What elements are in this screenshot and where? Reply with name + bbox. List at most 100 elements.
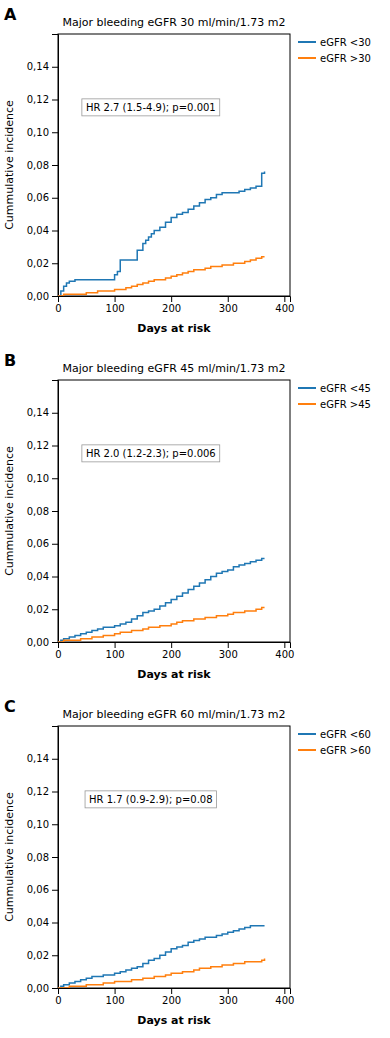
series-line [58, 608, 265, 642]
x-tick: 400 [275, 296, 294, 314]
plot-area: 01002003004000,000,020,040,060,080,100,1… [3, 34, 371, 335]
y-tick: 0,04 [27, 571, 58, 582]
y-axis-title: Cummulative incidence [3, 792, 16, 922]
y-tick: 0,08 [27, 506, 58, 517]
legend-item: eGFR >30 [298, 53, 371, 64]
y-tick: 0,00 [27, 983, 58, 994]
y-tick-mark [52, 413, 58, 414]
x-tick-mark [171, 988, 172, 994]
y-tick-mark [52, 165, 58, 166]
y-tick-label: 0,10 [27, 473, 49, 484]
legend-label: eGFR >45 [320, 399, 371, 410]
y-tick-mark [52, 609, 58, 610]
x-axis-line [59, 643, 291, 649]
y-axis: 0,00 0,02 0,04 0,06 0,08 0,10 0,12 0,14 [27, 381, 59, 648]
y-tick-label: 0,00 [27, 983, 49, 994]
series-line [58, 172, 265, 296]
y-tick-mark [52, 100, 58, 101]
y-tick-label: 0,04 [27, 225, 49, 236]
y-tick-label: 0,10 [27, 127, 49, 138]
x-axis-line [59, 297, 291, 303]
series-line [58, 558, 265, 642]
legend-item: eGFR >45 [298, 399, 371, 410]
legend-item: eGFR >60 [298, 745, 371, 756]
x-tick-label: 200 [162, 303, 181, 314]
legend: eGFR <45 eGFR >45 [298, 383, 371, 410]
y-axis-title: Cummulative incidence [3, 100, 16, 230]
y-tick-mark [52, 577, 58, 578]
y-tick: 0,06 [27, 538, 58, 549]
panel: 01002003004000,000,020,040,060,080,100,1… [3, 5, 371, 335]
x-tick: 100 [106, 296, 125, 314]
y-tick-mark [52, 642, 58, 643]
x-axis: 0100200300400 [55, 988, 294, 1006]
x-tick: 300 [219, 642, 238, 660]
y-tick-mark [52, 759, 58, 760]
y-tick: 0,08 [27, 160, 58, 171]
y-tick: 0,04 [27, 225, 58, 236]
x-tick-label: 100 [106, 649, 125, 660]
x-axis: 0100200300400 [55, 296, 294, 314]
x-tick-label: 300 [219, 303, 238, 314]
y-tick-label: 0,08 [27, 160, 49, 171]
annotation-text: HR 2.0 (1.2-2.3); p=0.006 [86, 448, 216, 459]
legend-item: eGFR <30 [298, 37, 371, 48]
y-tick-label: 0,08 [27, 852, 49, 863]
y-tick: 0,12 [27, 94, 58, 105]
y-tick-label: 0,12 [27, 440, 49, 451]
y-tick-mark [52, 478, 58, 479]
legend-swatch [298, 387, 316, 389]
y-tick-mark [52, 857, 58, 858]
x-axis: 0100200300400 [55, 642, 294, 660]
x-tick-mark [228, 988, 229, 994]
y-tick: 0,00 [27, 291, 58, 302]
series-group [58, 558, 265, 642]
y-tick: 0,02 [27, 258, 58, 269]
legend-label: eGFR <30 [320, 37, 371, 48]
x-tick-mark [115, 642, 116, 648]
y-tick-mark [52, 923, 58, 924]
y-tick: 0,14 [27, 61, 58, 72]
y-tick: 0,14 [27, 407, 58, 418]
y-tick-label: 0,04 [27, 917, 49, 928]
y-tick-label: 0,00 [27, 637, 49, 648]
legend-label: eGFR <45 [320, 383, 371, 394]
series-line [58, 959, 265, 988]
y-tick: 0,10 [27, 127, 58, 138]
panel: 01002003004000,000,020,040,060,080,100,1… [3, 697, 371, 1027]
y-tick-mark [52, 544, 58, 545]
annotation: HR 2.7 (1.5-4.9); p=0.001 [82, 99, 220, 116]
legend-swatch [298, 403, 316, 405]
y-axis: 0,000,020,040,060,080,100,120,14 [27, 727, 59, 994]
x-tick: 400 [275, 642, 294, 660]
x-tick-mark [284, 296, 285, 302]
y-tick-label: 0,02 [27, 604, 49, 615]
x-tick: 200 [162, 988, 181, 1006]
x-tick: 100 [106, 988, 125, 1006]
y-tick: 0,06 [27, 884, 58, 895]
y-tick-mark [52, 132, 58, 133]
panel-label: B [4, 351, 16, 370]
plot-area: 01002003004000,000,020,040,060,080,100,1… [3, 380, 371, 681]
y-tick-label: 0,06 [27, 192, 49, 203]
y-tick-label: 0,02 [27, 258, 49, 269]
y-tick: 0,12 [27, 440, 58, 451]
y-tick-mark [52, 263, 58, 264]
x-tick-mark [115, 988, 116, 994]
legend-label: eGFR >60 [320, 745, 371, 756]
y-tick-mark [52, 955, 58, 956]
y-tick-label: 0,12 [27, 94, 49, 105]
panel-label: A [4, 5, 17, 24]
x-tick: 300 [219, 296, 238, 314]
legend-item: eGFR <60 [298, 729, 371, 740]
y-tick-label: 0,12 [27, 786, 49, 797]
x-tick-mark [228, 296, 229, 302]
legend-label: eGFR <60 [320, 729, 371, 740]
y-tick: 0,02 [27, 950, 58, 961]
y-tick-label: 0,06 [27, 538, 49, 549]
series-group [58, 172, 265, 296]
x-tick-mark [171, 642, 172, 648]
y-tick-label: 0,10 [27, 819, 49, 830]
x-axis-title: Days at risk [137, 322, 211, 335]
title: Major bleeding eGFR 45 ml/min/1.73 m2 [63, 362, 286, 375]
